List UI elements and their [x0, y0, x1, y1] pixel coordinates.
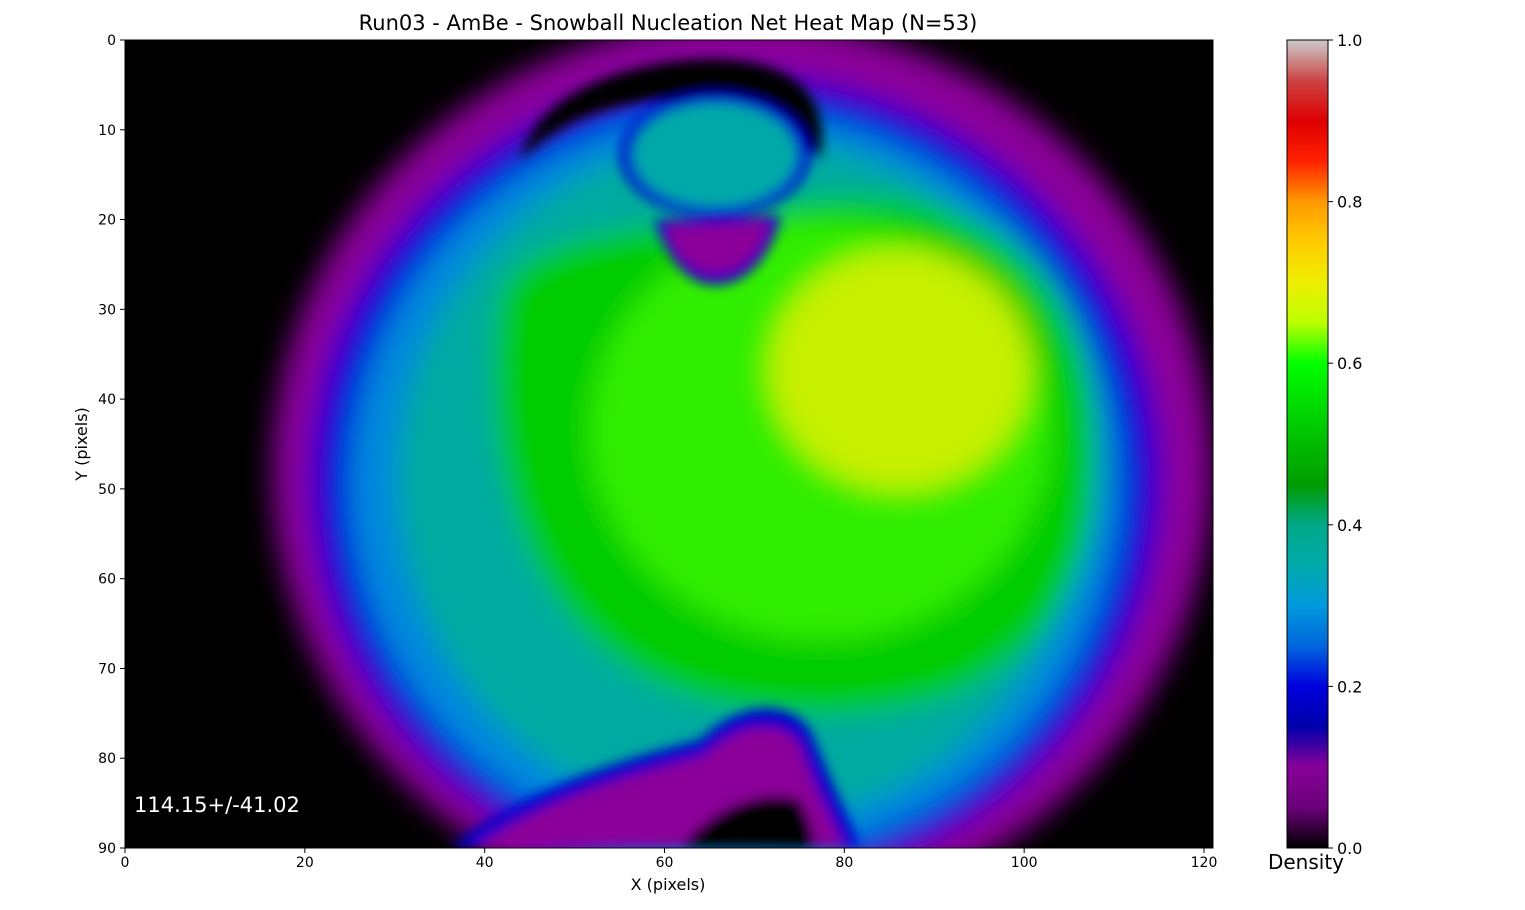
y-tick-label: 10	[98, 123, 116, 139]
x-tick-label: 20	[296, 855, 314, 871]
y-tick-label: 30	[98, 302, 116, 318]
x-axis-ticks: 0 20 40 60 80 100 120	[121, 848, 1218, 871]
x-tick-label: 80	[835, 855, 853, 871]
x-tick-label: 0	[121, 855, 130, 871]
colorbar-tick-label: 0.6	[1337, 354, 1362, 373]
colorbar-tick-label: 0.8	[1337, 193, 1362, 212]
x-tick-label: 100	[1011, 855, 1038, 871]
chart-title: Run03 - AmBe - Snowball Nucleation Net H…	[359, 11, 978, 35]
colorbar-tick-label: 0.0	[1337, 839, 1362, 858]
y-axis-label: Y (pixels)	[72, 407, 91, 482]
y-tick-label: 70	[98, 661, 116, 677]
y-tick-label: 0	[107, 33, 116, 49]
y-tick-label: 80	[98, 751, 116, 767]
colorbar-tick-label: 0.2	[1337, 677, 1362, 696]
plot-frame	[124, 39, 1214, 849]
colorbar-tick-label: 1.0	[1337, 31, 1362, 50]
heatmap-image	[125, 40, 1213, 848]
colorbar-ticks: 0.0 0.2 0.4 0.6 0.8 1.0	[1328, 31, 1362, 858]
y-axis-ticks: 0 10 20 30 40 50 60 70 80 90	[98, 33, 125, 857]
colorbar-tick-label: 0.4	[1337, 516, 1362, 535]
x-tick-label: 60	[656, 855, 674, 871]
y-tick-label: 60	[98, 572, 116, 588]
colorbar	[1286, 39, 1329, 849]
x-axis-label: X (pixels)	[631, 875, 706, 894]
x-tick-label: 40	[476, 855, 494, 871]
colorbar-label: Density	[1268, 850, 1344, 874]
y-tick-label: 90	[98, 841, 116, 857]
y-tick-label: 20	[98, 213, 116, 229]
y-tick-label: 40	[98, 392, 116, 408]
stat-annotation: 114.15+/-41.02	[134, 793, 300, 817]
x-tick-label: 120	[1191, 855, 1218, 871]
y-tick-label: 50	[98, 482, 116, 498]
